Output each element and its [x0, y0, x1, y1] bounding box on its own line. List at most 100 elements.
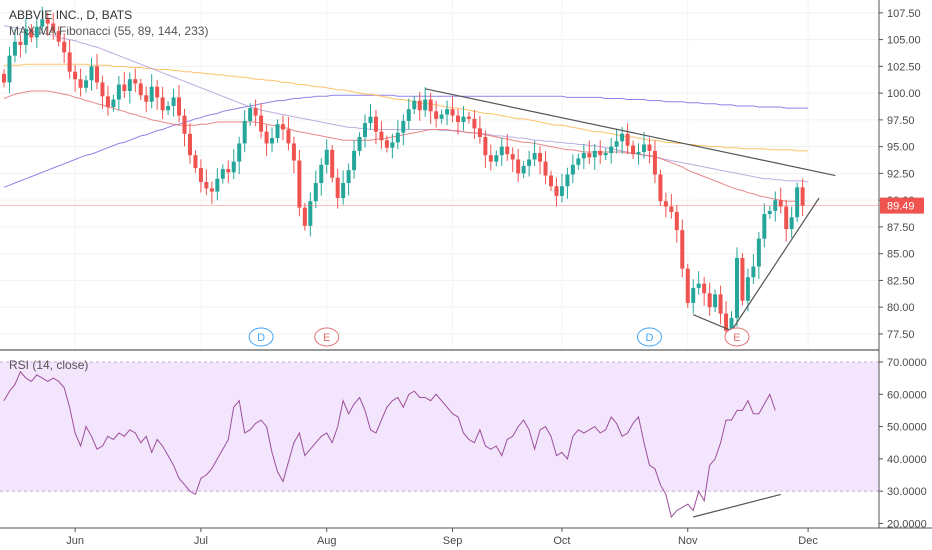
- candle-body: [603, 153, 608, 156]
- candle-body: [576, 158, 581, 165]
- candle-body: [18, 41, 23, 45]
- candle-body: [40, 19, 45, 27]
- candle-body: [144, 95, 149, 102]
- candle: [237, 136, 242, 175]
- candle-body: [685, 268, 690, 303]
- candle-body: [237, 143, 242, 162]
- candle: [614, 128, 619, 154]
- candle-body: [324, 149, 329, 165]
- candle-body: [313, 183, 318, 202]
- candle: [576, 153, 581, 170]
- earnings-marker[interactable]: E: [724, 327, 750, 347]
- candle: [751, 253, 756, 284]
- rsi-legend: RSI (14, close): [9, 358, 88, 372]
- candle-body: [620, 133, 625, 142]
- candle: [215, 168, 220, 201]
- candle: [549, 170, 553, 192]
- candle: [171, 88, 176, 117]
- candle-body: [286, 129, 291, 144]
- time-tick-label: Aug: [317, 535, 337, 547]
- candle-body: [105, 96, 110, 108]
- candle: [291, 136, 296, 174]
- candle-body: [789, 217, 794, 230]
- candle-body: [516, 159, 521, 174]
- candle-body: [784, 206, 789, 230]
- candle-body: [456, 115, 461, 123]
- price-tick-label: 80.00: [887, 302, 915, 314]
- candle-body: [264, 131, 269, 144]
- candle: [488, 144, 493, 171]
- candle: [417, 91, 422, 121]
- candle-body: [494, 155, 499, 162]
- candle: [138, 78, 143, 101]
- rsi-axis: 70.0000 60.0000 50.0000 40.0000 30.0000 20.00…: [879, 357, 927, 530]
- candle: [784, 199, 789, 242]
- candle: [445, 100, 450, 126]
- candle: [94, 53, 99, 90]
- candle-body: [373, 116, 378, 132]
- candle: [609, 137, 614, 164]
- candle: [702, 276, 707, 306]
- earnings-marker[interactable]: E: [314, 327, 340, 347]
- time-axis: Jun Jul Aug Sep Oct Nov Dec: [66, 528, 818, 547]
- earnings-marker-label: E: [733, 332, 740, 344]
- price-trendlines: [0, 88, 879, 332]
- price-trendline[interactable]: [692, 314, 732, 332]
- candle: [603, 148, 608, 161]
- candle-body: [395, 132, 400, 143]
- candle: [800, 178, 805, 217]
- candle-body: [538, 153, 543, 162]
- candle: [264, 124, 269, 156]
- candle-body: [718, 294, 723, 314]
- candle-body: [762, 214, 767, 239]
- price-trendline[interactable]: [731, 197, 820, 332]
- candle-body: [215, 178, 220, 192]
- candle-body: [488, 155, 493, 162]
- candle: [384, 135, 389, 153]
- dividend-marker[interactable]: D: [636, 327, 662, 347]
- candle-body: [631, 145, 636, 155]
- candle-body: [280, 124, 285, 130]
- candle-body: [499, 146, 504, 156]
- candle-body: [220, 169, 225, 179]
- rsi-tick-label: 70.0000: [887, 357, 927, 369]
- last-price-tag-background: [880, 197, 924, 214]
- candle: [461, 106, 466, 131]
- rsi-tick-label: 20.0000: [887, 518, 927, 530]
- candle-body: [149, 86, 154, 102]
- dividend-marker[interactable]: D: [248, 327, 274, 347]
- candle: [472, 110, 477, 140]
- candle-body: [521, 165, 526, 174]
- candle-body: [45, 19, 50, 24]
- candle: [565, 167, 570, 199]
- candle-body: [729, 317, 734, 331]
- candle: [625, 123, 630, 155]
- price-trendline[interactable]: [425, 88, 836, 177]
- candle: [73, 64, 78, 92]
- candle-body: [357, 137, 362, 151]
- candle: [105, 85, 110, 116]
- candle: [45, 12, 50, 37]
- candle-body: [23, 28, 28, 45]
- candle-body: [466, 116, 471, 119]
- candle: [587, 140, 592, 165]
- candle-body: [155, 86, 160, 98]
- candle: [248, 103, 253, 126]
- candle-body: [198, 168, 203, 182]
- price-pane: D E D E 107.50 105.00 102.50 100.00 97.50 95.00 9…: [0, 0, 924, 350]
- candle: [406, 98, 411, 130]
- candle: [198, 159, 203, 193]
- candle: [67, 39, 72, 79]
- candle: [412, 95, 417, 114]
- rsi-trendline-segment[interactable]: [693, 493, 781, 518]
- moving-average-lines: [3, 25, 809, 202]
- candle-body: [800, 187, 805, 206]
- candle-body: [275, 124, 280, 139]
- candle: [122, 72, 127, 98]
- candle: [434, 100, 439, 128]
- dividend-marker-circle: [636, 327, 662, 347]
- candle: [532, 140, 537, 167]
- candle-body: [570, 164, 575, 175]
- candle-body: [51, 23, 56, 32]
- candle-body: [527, 159, 532, 166]
